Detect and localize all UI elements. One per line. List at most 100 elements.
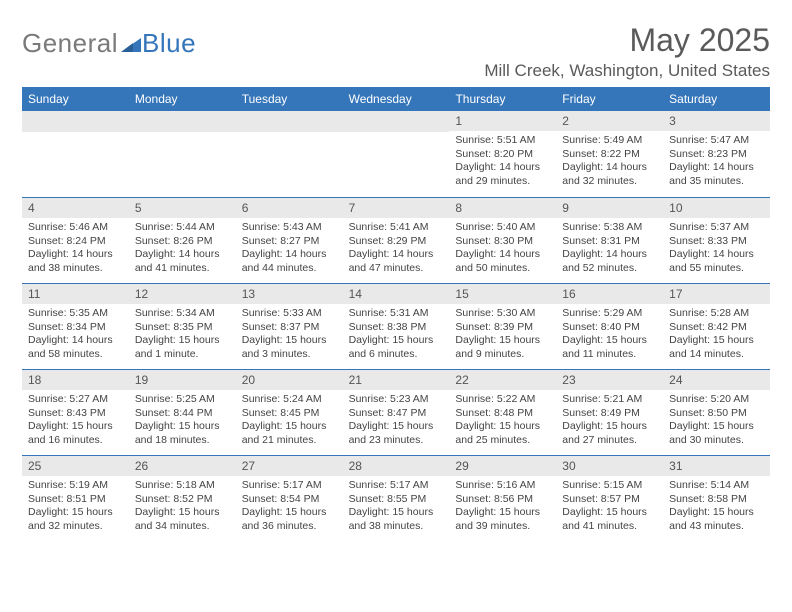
day-number xyxy=(236,111,343,132)
sunset-text: Sunset: 8:24 PM xyxy=(28,235,123,249)
day-number: 14 xyxy=(343,284,450,304)
daylight-text: Daylight: 14 hours and 29 minutes. xyxy=(455,161,550,188)
sunset-text: Sunset: 8:55 PM xyxy=(349,493,444,507)
calendar-day-cell: 31Sunrise: 5:14 AMSunset: 8:58 PMDayligh… xyxy=(663,455,770,541)
day-number: 10 xyxy=(663,198,770,218)
day-number: 13 xyxy=(236,284,343,304)
day-number xyxy=(129,111,236,132)
daylight-text: Daylight: 15 hours and 11 minutes. xyxy=(562,334,657,361)
day-detail: Sunrise: 5:51 AMSunset: 8:20 PMDaylight:… xyxy=(449,131,556,193)
day-detail: Sunrise: 5:38 AMSunset: 8:31 PMDaylight:… xyxy=(556,218,663,280)
calendar-day-cell: 27Sunrise: 5:17 AMSunset: 8:54 PMDayligh… xyxy=(236,455,343,541)
day-detail: Sunrise: 5:43 AMSunset: 8:27 PMDaylight:… xyxy=(236,218,343,280)
day-detail: Sunrise: 5:23 AMSunset: 8:47 PMDaylight:… xyxy=(343,390,450,452)
calendar-day-cell: 14Sunrise: 5:31 AMSunset: 8:38 PMDayligh… xyxy=(343,283,450,369)
sunset-text: Sunset: 8:57 PM xyxy=(562,493,657,507)
daylight-text: Daylight: 15 hours and 27 minutes. xyxy=(562,420,657,447)
calendar-day-cell xyxy=(22,111,129,197)
location-text: Mill Creek, Washington, United States xyxy=(484,61,770,81)
calendar-day-cell xyxy=(236,111,343,197)
sunrise-text: Sunrise: 5:33 AM xyxy=(242,307,337,321)
weekday-header: Monday xyxy=(129,87,236,111)
daylight-text: Daylight: 15 hours and 30 minutes. xyxy=(669,420,764,447)
day-number: 9 xyxy=(556,198,663,218)
day-detail: Sunrise: 5:24 AMSunset: 8:45 PMDaylight:… xyxy=(236,390,343,452)
day-number: 17 xyxy=(663,284,770,304)
day-number: 8 xyxy=(449,198,556,218)
sunrise-text: Sunrise: 5:44 AM xyxy=(135,221,230,235)
sunset-text: Sunset: 8:40 PM xyxy=(562,321,657,335)
sunset-text: Sunset: 8:52 PM xyxy=(135,493,230,507)
sunrise-text: Sunrise: 5:49 AM xyxy=(562,134,657,148)
daylight-text: Daylight: 15 hours and 34 minutes. xyxy=(135,506,230,533)
sunrise-text: Sunrise: 5:21 AM xyxy=(562,393,657,407)
sunset-text: Sunset: 8:56 PM xyxy=(455,493,550,507)
day-detail: Sunrise: 5:31 AMSunset: 8:38 PMDaylight:… xyxy=(343,304,450,366)
sunrise-text: Sunrise: 5:23 AM xyxy=(349,393,444,407)
sunset-text: Sunset: 8:35 PM xyxy=(135,321,230,335)
daylight-text: Daylight: 15 hours and 39 minutes. xyxy=(455,506,550,533)
calendar-day-cell: 5Sunrise: 5:44 AMSunset: 8:26 PMDaylight… xyxy=(129,197,236,283)
day-detail xyxy=(236,132,343,139)
daylight-text: Daylight: 15 hours and 38 minutes. xyxy=(349,506,444,533)
sunrise-text: Sunrise: 5:15 AM xyxy=(562,479,657,493)
sunrise-text: Sunrise: 5:41 AM xyxy=(349,221,444,235)
sunrise-text: Sunrise: 5:30 AM xyxy=(455,307,550,321)
sunset-text: Sunset: 8:30 PM xyxy=(455,235,550,249)
daylight-text: Daylight: 14 hours and 52 minutes. xyxy=(562,248,657,275)
calendar-day-cell: 21Sunrise: 5:23 AMSunset: 8:47 PMDayligh… xyxy=(343,369,450,455)
sunrise-text: Sunrise: 5:25 AM xyxy=(135,393,230,407)
calendar-day-cell: 12Sunrise: 5:34 AMSunset: 8:35 PMDayligh… xyxy=(129,283,236,369)
weekday-header-row: Sunday Monday Tuesday Wednesday Thursday… xyxy=(22,87,770,111)
sunset-text: Sunset: 8:47 PM xyxy=(349,407,444,421)
page-header: General Blue May 2025 Mill Creek, Washin… xyxy=(22,22,770,81)
daylight-text: Daylight: 14 hours and 44 minutes. xyxy=(242,248,337,275)
daylight-text: Daylight: 14 hours and 55 minutes. xyxy=(669,248,764,275)
day-number: 22 xyxy=(449,370,556,390)
daylight-text: Daylight: 15 hours and 1 minute. xyxy=(135,334,230,361)
day-number: 1 xyxy=(449,111,556,131)
calendar-day-cell: 15Sunrise: 5:30 AMSunset: 8:39 PMDayligh… xyxy=(449,283,556,369)
daylight-text: Daylight: 14 hours and 58 minutes. xyxy=(28,334,123,361)
daylight-text: Daylight: 15 hours and 36 minutes. xyxy=(242,506,337,533)
day-detail xyxy=(22,132,129,139)
calendar-day-cell: 19Sunrise: 5:25 AMSunset: 8:44 PMDayligh… xyxy=(129,369,236,455)
sunset-text: Sunset: 8:27 PM xyxy=(242,235,337,249)
sunset-text: Sunset: 8:44 PM xyxy=(135,407,230,421)
sunset-text: Sunset: 8:26 PM xyxy=(135,235,230,249)
daylight-text: Daylight: 14 hours and 32 minutes. xyxy=(562,161,657,188)
sunrise-text: Sunrise: 5:34 AM xyxy=(135,307,230,321)
day-detail: Sunrise: 5:30 AMSunset: 8:39 PMDaylight:… xyxy=(449,304,556,366)
day-detail: Sunrise: 5:17 AMSunset: 8:54 PMDaylight:… xyxy=(236,476,343,538)
day-number xyxy=(22,111,129,132)
daylight-text: Daylight: 15 hours and 6 minutes. xyxy=(349,334,444,361)
day-detail: Sunrise: 5:40 AMSunset: 8:30 PMDaylight:… xyxy=(449,218,556,280)
day-number: 16 xyxy=(556,284,663,304)
sunrise-text: Sunrise: 5:17 AM xyxy=(242,479,337,493)
brand-triangle-icon xyxy=(121,28,141,59)
sunset-text: Sunset: 8:31 PM xyxy=(562,235,657,249)
day-detail: Sunrise: 5:17 AMSunset: 8:55 PMDaylight:… xyxy=(343,476,450,538)
day-detail: Sunrise: 5:20 AMSunset: 8:50 PMDaylight:… xyxy=(663,390,770,452)
day-detail: Sunrise: 5:41 AMSunset: 8:29 PMDaylight:… xyxy=(343,218,450,280)
sunset-text: Sunset: 8:39 PM xyxy=(455,321,550,335)
sunset-text: Sunset: 8:38 PM xyxy=(349,321,444,335)
day-number: 4 xyxy=(22,198,129,218)
brand-logo: General Blue xyxy=(22,22,196,59)
day-number: 6 xyxy=(236,198,343,218)
daylight-text: Daylight: 15 hours and 14 minutes. xyxy=(669,334,764,361)
sunset-text: Sunset: 8:42 PM xyxy=(669,321,764,335)
calendar-day-cell: 11Sunrise: 5:35 AMSunset: 8:34 PMDayligh… xyxy=(22,283,129,369)
calendar-day-cell: 24Sunrise: 5:20 AMSunset: 8:50 PMDayligh… xyxy=(663,369,770,455)
sunrise-text: Sunrise: 5:16 AM xyxy=(455,479,550,493)
calendar-day-cell: 1Sunrise: 5:51 AMSunset: 8:20 PMDaylight… xyxy=(449,111,556,197)
sunset-text: Sunset: 8:49 PM xyxy=(562,407,657,421)
day-number xyxy=(343,111,450,132)
calendar-day-cell: 22Sunrise: 5:22 AMSunset: 8:48 PMDayligh… xyxy=(449,369,556,455)
daylight-text: Daylight: 15 hours and 32 minutes. xyxy=(28,506,123,533)
day-number: 3 xyxy=(663,111,770,131)
day-number: 7 xyxy=(343,198,450,218)
sunrise-text: Sunrise: 5:43 AM xyxy=(242,221,337,235)
daylight-text: Daylight: 14 hours and 50 minutes. xyxy=(455,248,550,275)
sunrise-text: Sunrise: 5:24 AM xyxy=(242,393,337,407)
